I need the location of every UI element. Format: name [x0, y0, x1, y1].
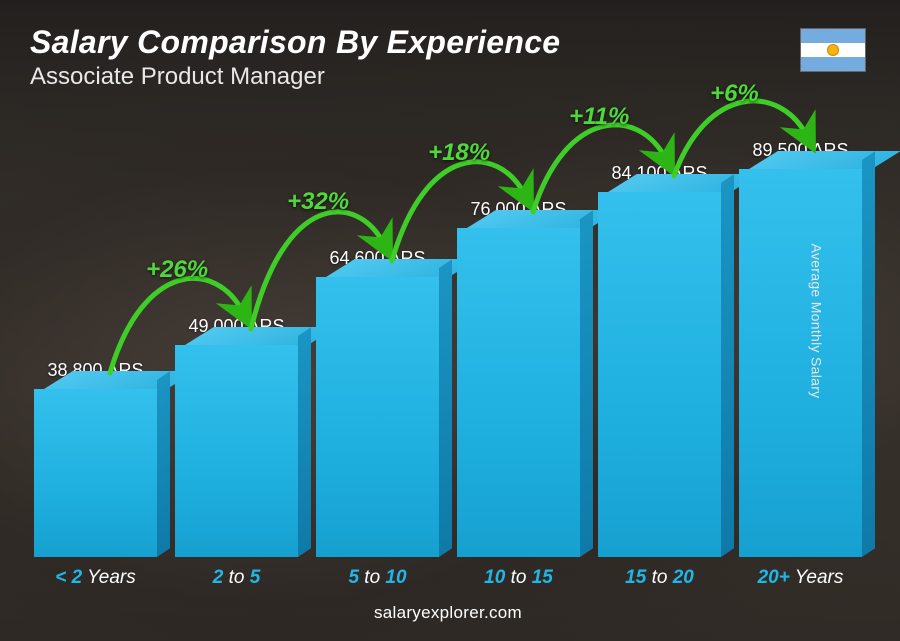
x-axis-label: 20+ Years [739, 567, 862, 589]
chart-area: 38,800 ARS49,000 ARS64,600 ARS76,000 ARS… [30, 99, 866, 557]
bar [457, 228, 580, 557]
bar-slot: 76,000 ARS [457, 199, 580, 557]
bar [739, 169, 862, 557]
bar-slot: 38,800 ARS [34, 360, 157, 557]
x-axis-label: 10 to 15 [457, 567, 580, 589]
x-axis-label: < 2 Years [34, 567, 157, 589]
y-axis-label: Average Monthly Salary [809, 243, 825, 398]
page-title: Salary Comparison By Experience [30, 24, 560, 61]
x-axis-label: 5 to 10 [316, 567, 439, 589]
bar [34, 389, 157, 557]
argentina-flag-icon [800, 28, 866, 72]
bar [175, 345, 298, 557]
bar-slot: 89,500 ARS [739, 140, 862, 557]
bar-slot: 49,000 ARS [175, 316, 298, 557]
pct-increase-label: +11% [569, 103, 629, 131]
chart-container: Salary Comparison By Experience Associat… [0, 0, 900, 641]
footer-attribution: salaryexplorer.com [30, 603, 866, 623]
x-axis-labels: < 2 Years 2 to 5 5 to 10 10 to 15 15 to 20 20… [30, 567, 866, 589]
x-axis-label: 15 to 20 [598, 567, 721, 589]
bar-slot: 84,100 ARS [598, 163, 721, 557]
bar-slot: 64,600 ARS [316, 248, 439, 557]
title-block: Salary Comparison By Experience Associat… [30, 24, 560, 91]
bar [316, 277, 439, 557]
header: Salary Comparison By Experience Associat… [30, 24, 866, 91]
bars-row: 38,800 ARS49,000 ARS64,600 ARS76,000 ARS… [30, 140, 866, 557]
x-axis-label: 2 to 5 [175, 567, 298, 589]
bar [598, 192, 721, 557]
page-subtitle: Associate Product Manager [30, 63, 560, 91]
